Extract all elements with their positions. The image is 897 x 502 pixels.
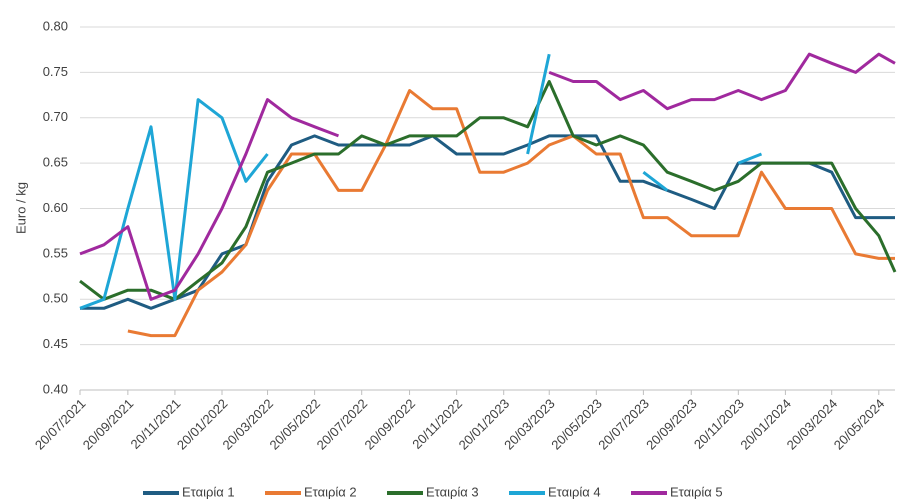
series-line: [79, 53, 763, 310]
y-tick-label: 0.50: [43, 291, 68, 306]
x-tick-label: 20/09/2023: [643, 396, 700, 453]
legend-label: Εταιρία 4: [548, 484, 601, 499]
x-tick-label: 20/07/2021: [32, 396, 89, 453]
y-tick-label: 0.45: [43, 336, 68, 351]
y-tick-label: 0.80: [43, 18, 68, 33]
y-tick-label: 0.70: [43, 109, 68, 124]
y-axis-label: Euro / kg: [13, 182, 28, 234]
x-tick-label: 20/07/2022: [314, 396, 371, 453]
y-tick-label: 0.40: [43, 381, 68, 396]
legend-label: Εταιρία 3: [426, 484, 479, 499]
series-line: [79, 52, 896, 301]
legend-label: Εταιρία 2: [304, 484, 357, 499]
series-line: [79, 80, 897, 301]
legend-label: Εταιρία 5: [670, 484, 723, 499]
series-line: [127, 89, 895, 338]
y-tick-label: 0.65: [43, 155, 68, 170]
y-tick-label: 0.75: [43, 64, 68, 79]
x-tick-label: 20/05/2024: [831, 396, 888, 453]
x-tick-label: 20/09/2021: [80, 396, 137, 453]
legend-label: Εταιρία 1: [182, 484, 235, 499]
y-tick-label: 0.55: [43, 245, 68, 260]
y-tick-label: 0.60: [43, 200, 68, 215]
x-tick-label: 20/09/2022: [361, 396, 418, 453]
x-tick-label: 20/07/2023: [595, 396, 652, 453]
